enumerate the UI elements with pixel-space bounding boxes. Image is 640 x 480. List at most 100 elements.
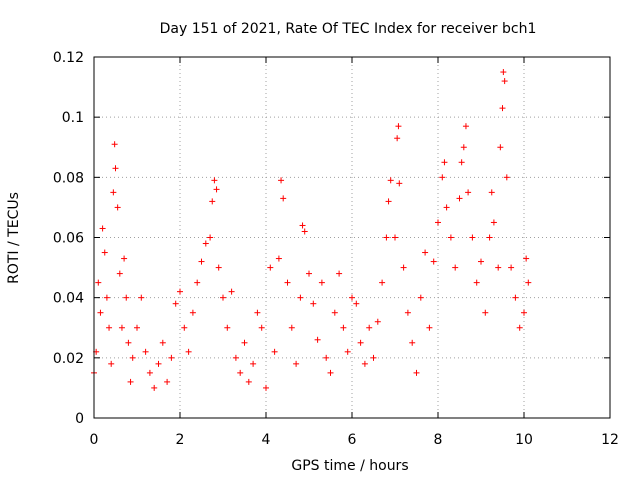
y-tick-label: 0.08 [53,170,84,186]
data-point [299,222,306,229]
data-point [443,204,450,211]
data-point [254,309,261,316]
data-point [146,369,153,376]
data-point [452,264,459,271]
data-point [456,195,463,202]
y-tick-label: 0.04 [53,291,84,307]
x-tick-label: 10 [515,432,533,448]
chart-title: Day 151 of 2021, Rate Of TEC Index for r… [160,21,537,37]
data-point [125,339,132,346]
data-point [512,294,519,301]
data-point [501,78,508,85]
data-point [198,258,205,265]
data-point [385,198,392,205]
data-point [396,180,403,187]
data-point [413,369,420,376]
data-point [172,300,179,307]
data-point [314,336,321,343]
data-point [194,279,201,286]
data-point [134,324,140,331]
data-point [310,300,317,307]
data-point [417,294,424,301]
y-tick-label: 0.06 [53,231,84,247]
data-point [297,294,304,301]
data-point [499,105,506,112]
y-tick-label: 0.12 [53,50,84,66]
x-tick-label: 8 [434,432,443,448]
data-point [379,279,386,286]
data-point [426,324,433,331]
data-point [116,270,123,277]
data-point [112,165,119,172]
data-point [460,144,467,151]
data-point [228,288,235,295]
data-point [280,195,287,202]
data-point [366,324,373,331]
data-points [91,69,532,391]
data-point [395,123,402,130]
data-point [101,249,108,256]
data-point [349,294,355,301]
data-point [267,264,274,271]
data-point [525,279,532,286]
data-point [220,294,226,301]
data-point [516,324,523,331]
x-tick-label: 6 [348,432,357,448]
y-axis-label: ROTI / TECUs [6,192,22,284]
data-point [488,189,495,196]
data-point [108,360,115,367]
data-point [400,264,407,271]
data-point [394,135,401,142]
data-point [422,249,429,256]
data-point [138,294,145,301]
data-point [213,186,220,193]
data-point [353,300,360,307]
data-point [237,369,244,376]
data-point [258,324,265,331]
data-point [430,258,437,265]
y-tick-label: 0.1 [62,110,84,126]
axis-ticks [93,56,611,419]
data-point [447,234,454,241]
x-tick-label: 2 [176,432,185,448]
data-point [151,384,158,391]
data-point [99,225,106,232]
tick-labels: 0 2 4 6 8 10 12 0 0.02 0.04 0.06 0.08 0.1 0.12 [53,50,619,448]
data-point [482,309,489,316]
data-point [127,378,134,385]
data-point [207,234,214,241]
y-tick-label: 0 [75,411,84,427]
data-point [361,360,368,367]
data-point [164,378,171,385]
data-point [123,294,130,301]
x-axis-label: GPS time / hours [291,458,408,474]
data-point [486,234,493,241]
x-tick-label: 12 [601,432,619,448]
data-point [209,198,216,205]
data-point [142,348,149,355]
data-point [323,354,330,361]
data-point [114,204,121,211]
data-point [469,234,476,241]
x-tick-label: 0 [90,432,99,448]
data-point [465,189,472,196]
data-point [185,348,192,355]
data-point [168,354,175,361]
data-point [404,309,411,316]
data-point [215,264,222,271]
data-point [271,348,278,355]
data-point [383,234,390,241]
data-point [275,255,282,262]
data-point [495,264,502,271]
data-point [232,354,239,361]
data-point [500,69,507,76]
data-point [435,219,441,226]
data-point [344,348,351,355]
data-point [110,189,117,196]
data-point [458,159,465,166]
data-point [331,309,338,316]
data-point [340,324,347,331]
data-point [318,279,325,286]
data-point [159,339,166,346]
